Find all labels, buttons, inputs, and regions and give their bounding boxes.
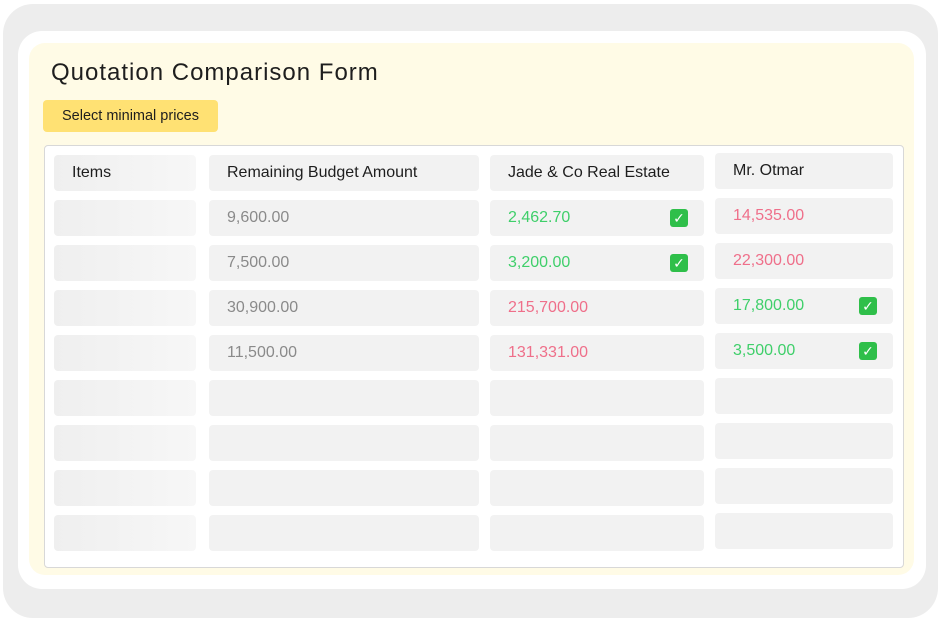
select-minimal-prices-button[interactable]: Select minimal prices <box>43 100 218 132</box>
header-budget: Remaining Budget Amount <box>209 155 479 191</box>
check-mark-icon: ✓ <box>670 254 688 272</box>
row-8-vendor2-cell[interactable] <box>715 513 893 549</box>
row-5-budget-cell[interactable] <box>209 380 479 416</box>
header-vendor2: Mr. Otmar <box>715 153 893 189</box>
row-3-budget-cell[interactable]: 30,900.00 <box>209 290 479 326</box>
row-8-budget-cell[interactable] <box>209 515 479 551</box>
row-3-item-cell[interactable] <box>54 290 196 326</box>
row-1-item-cell[interactable] <box>54 200 196 236</box>
cell-vendor2-text: 3,500.00 <box>733 342 796 359</box>
cell-vendor1-text: 3,200.00 <box>508 254 571 271</box>
row-2-vendor2-cell[interactable]: 22,300.00 <box>715 243 893 279</box>
row-4-vendor2-cell[interactable]: 3,500.00 ✓ <box>715 333 893 369</box>
row-5-vendor2-cell[interactable] <box>715 378 893 414</box>
row-7-vendor1-cell[interactable] <box>490 470 704 506</box>
cell-vendor1-text: 131,331.00 <box>508 344 589 361</box>
row-1-budget-cell[interactable]: 9,600.00 <box>209 200 479 236</box>
row-8-vendor1-cell[interactable] <box>490 515 704 551</box>
row-5-item-cell[interactable] <box>54 380 196 416</box>
row-4-item-cell[interactable] <box>54 335 196 371</box>
page-title: Quotation Comparison Form <box>51 59 379 86</box>
row-6-vendor1-cell[interactable] <box>490 425 704 461</box>
header-vendor1-text: Jade & Co Real Estate <box>508 164 670 181</box>
row-1-vendor1-cell[interactable]: 2,462.70 ✓ <box>490 200 704 236</box>
row-4-budget-cell[interactable]: 11,500.00 <box>209 335 479 371</box>
header-items-text: Items <box>72 164 112 181</box>
header-budget-text: Remaining Budget Amount <box>227 164 418 181</box>
row-5-vendor1-cell[interactable] <box>490 380 704 416</box>
cell-budget-text: 7,500.00 <box>227 254 290 271</box>
row-8-item-cell[interactable] <box>54 515 196 551</box>
cell-vendor2-text: 17,800.00 <box>733 297 805 314</box>
row-2-vendor1-cell[interactable]: 3,200.00 ✓ <box>490 245 704 281</box>
header-vendor2-text: Mr. Otmar <box>733 162 805 179</box>
row-2-budget-cell[interactable]: 7,500.00 <box>209 245 479 281</box>
cell-vendor1-text: 215,700.00 <box>508 299 589 316</box>
cell-vendor2-text: 22,300.00 <box>733 252 805 269</box>
cell-vendor1-text: 2,462.70 <box>508 209 571 226</box>
row-7-item-cell[interactable] <box>54 470 196 506</box>
cell-budget-text: 11,500.00 <box>227 344 297 361</box>
row-4-vendor1-cell[interactable]: 131,331.00 <box>490 335 704 371</box>
row-3-vendor1-cell[interactable]: 215,700.00 <box>490 290 704 326</box>
cell-budget-text: 30,900.00 <box>227 299 299 316</box>
cell-vendor2-text: 14,535.00 <box>733 207 805 224</box>
cell-budget-text: 9,600.00 <box>227 209 290 226</box>
row-7-vendor2-cell[interactable] <box>715 468 893 504</box>
check-mark-icon: ✓ <box>670 209 688 227</box>
header-items: Items <box>54 155 196 191</box>
row-6-item-cell[interactable] <box>54 425 196 461</box>
row-6-budget-cell[interactable] <box>209 425 479 461</box>
row-1-vendor2-cell[interactable]: 14,535.00 <box>715 198 893 234</box>
header-vendor1: Jade & Co Real Estate <box>490 155 704 191</box>
row-7-budget-cell[interactable] <box>209 470 479 506</box>
row-3-vendor2-cell[interactable]: 17,800.00 ✓ <box>715 288 893 324</box>
check-mark-icon: ✓ <box>859 342 877 360</box>
check-mark-icon: ✓ <box>859 297 877 315</box>
row-6-vendor2-cell[interactable] <box>715 423 893 459</box>
row-2-item-cell[interactable] <box>54 245 196 281</box>
